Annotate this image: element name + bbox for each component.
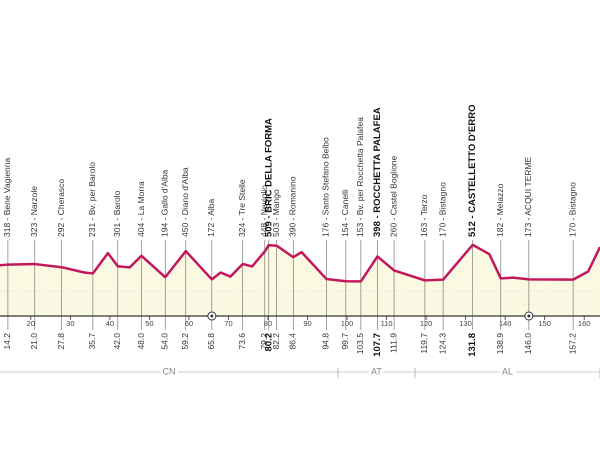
waypoint-label: 398 - ROCCHETTA PALAFEA: [372, 107, 383, 237]
km-label: 27.8: [56, 333, 66, 350]
waypoint-label: 260 - Castel Boglione: [388, 155, 398, 237]
x-tick-label: 80: [264, 319, 272, 328]
km-label: 65.8: [206, 333, 216, 350]
km-label: 73.6: [237, 333, 247, 350]
x-tick-label: 160: [578, 319, 591, 328]
profile-line: [0, 243, 600, 283]
waypoint-label: 390 - Romanino: [288, 176, 298, 237]
km-label: 79.2: [259, 333, 269, 350]
waypoint-label: 153 - Bv. per Rocchetta Palafea: [355, 117, 365, 237]
x-tick-label: 60: [185, 319, 193, 328]
km-label: 111.9: [388, 333, 398, 353]
waypoint-label: 176 - Santo Stefano Belbo: [321, 137, 331, 237]
km-label: 54.0: [159, 333, 169, 350]
x-tick-label: 90: [303, 319, 311, 328]
x-tick-label: 20: [27, 319, 35, 328]
waypoint-label: 512 - CASTELLETTO D'ERRO: [467, 105, 478, 237]
km-label: 35.7: [87, 333, 97, 350]
km-label: 21.0: [29, 333, 39, 350]
town-marker-dot: [210, 314, 214, 318]
x-tick-label: 40: [106, 319, 114, 328]
line-layer: [0, 243, 600, 283]
waypoint-label: 292 - Cherasco: [56, 179, 66, 237]
x-tick-label: 30: [66, 319, 74, 328]
km-label: 86.4: [288, 333, 298, 350]
x-tick-label: 100: [341, 319, 354, 328]
x-tick-label: 150: [538, 319, 551, 328]
waypoint-label: 450 - Diano d'Alba: [180, 167, 190, 237]
waypoint-label: 170 - Bistagno: [437, 182, 447, 237]
x-tick-label: 50: [145, 319, 153, 328]
waypoint-label: 301 - Barolo: [112, 190, 122, 237]
km-label: 59.2: [180, 333, 190, 350]
km-label: 138.9: [495, 333, 505, 355]
region-label: CN: [162, 366, 175, 376]
waypoint-label: 323 - Narzole: [29, 186, 39, 237]
text-layer: 20 30 40 50 60 70 80 90 100 110 120 130 140 150 160 318…: [2, 105, 600, 379]
km-label: 124.3: [437, 333, 447, 355]
km-label: 157.2: [567, 333, 577, 355]
x-tick-label: 130: [459, 319, 472, 328]
waypoint-label: 170 - Bistagno: [567, 182, 577, 237]
km-label: 146.0: [523, 333, 533, 355]
km-label: 131.8: [467, 333, 478, 357]
town-marker-dot: [527, 314, 531, 318]
km-label: 82.2: [271, 333, 281, 350]
x-tick-label: 110: [381, 319, 393, 328]
waypoint-label: 194 - Gallo d'Alba: [159, 169, 169, 237]
waypoint-label: 324 - Tre Stelle: [237, 179, 247, 237]
waypoint-label: 163 - Terzo: [419, 194, 429, 237]
waypoint-label: 154 - Canelli: [340, 189, 350, 237]
region-label: AL: [502, 366, 513, 376]
profile-area: [0, 244, 600, 316]
x-tick-label: 70: [224, 319, 232, 328]
km-label: 99.7: [340, 333, 350, 350]
region-label: AT: [371, 366, 382, 376]
km-label: 42.0: [112, 333, 122, 350]
km-label: 119.7: [419, 333, 429, 354]
km-label: 94.8: [321, 333, 331, 350]
waypoint-label: 173 - ACQUI TERME: [523, 157, 533, 237]
waypoint-label: 448 - Neviglio: [259, 185, 269, 237]
waypoint-label: 318 - Bene Vagienna: [2, 157, 12, 237]
waypoint-label: 172 - Alba: [206, 198, 216, 237]
waypoint-label: 404 - La Morra: [136, 181, 146, 237]
area-layer: [0, 244, 600, 316]
km-label: 14.2: [2, 333, 12, 350]
km-label: 80.2: [263, 333, 274, 352]
waypoint-label: 503 - Mango: [271, 189, 281, 237]
km-label: 48.0: [136, 333, 146, 350]
waypoint-label: 182 - Melazzo: [495, 183, 505, 237]
x-tick-label: 140: [499, 319, 512, 328]
km-label: 103.5: [355, 333, 365, 355]
x-tick-label: 120: [420, 319, 433, 328]
waypoint-label: 509 - BRIC DELLA FORMA: [263, 118, 274, 237]
waypoint-label: 231 - Bv. per Barolo: [87, 162, 97, 237]
km-label: 107.7: [372, 333, 383, 357]
